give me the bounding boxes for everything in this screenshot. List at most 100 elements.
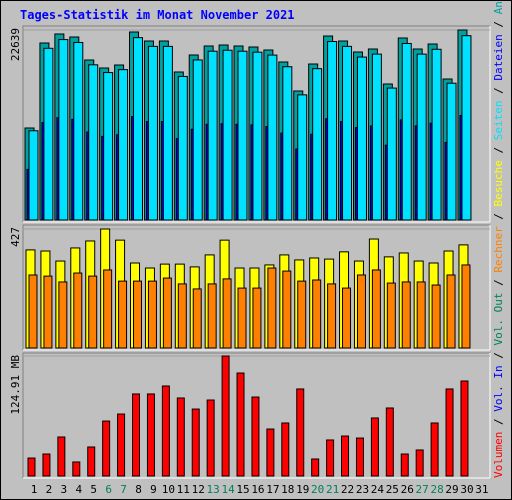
legend-entry: Anfragen <box>492 0 505 14</box>
bar <box>446 274 456 349</box>
bar <box>147 45 158 221</box>
bar <box>177 283 187 349</box>
x-tick-label: 27 <box>416 483 429 496</box>
bar <box>103 269 113 349</box>
bar <box>401 281 411 349</box>
bar <box>297 280 307 349</box>
bar <box>342 45 353 221</box>
bar <box>191 408 200 477</box>
bar <box>28 130 39 221</box>
bar <box>73 272 83 349</box>
bar <box>88 275 98 349</box>
legend-entry: Seiten <box>492 100 505 140</box>
bar <box>58 281 68 349</box>
bar <box>87 446 96 477</box>
legend-separator: / <box>492 273 505 293</box>
bar <box>415 449 424 477</box>
bar <box>356 56 367 221</box>
x-tick-label: 23 <box>356 483 369 496</box>
bar <box>355 437 364 477</box>
bar <box>266 428 275 477</box>
bar <box>252 287 262 349</box>
x-tick-label: 22 <box>341 483 354 496</box>
x-tick-label: 16 <box>251 483 264 496</box>
bar <box>296 388 305 477</box>
bar <box>416 53 427 221</box>
x-tick-label: 31 <box>475 483 488 496</box>
y-tick-label: 124.91 MB <box>9 355 22 415</box>
bar <box>370 417 379 477</box>
x-tick-label: 21 <box>326 483 339 496</box>
bar <box>282 270 292 349</box>
legend-entry: Volumen <box>492 432 505 478</box>
bar <box>117 413 126 477</box>
bar <box>400 453 409 477</box>
bar <box>133 37 144 221</box>
x-tick-label: 2 <box>46 483 53 496</box>
bar <box>237 50 248 221</box>
x-tick-label: 17 <box>266 483 279 496</box>
bar <box>267 267 277 349</box>
bar <box>461 35 472 221</box>
bar <box>460 380 469 477</box>
legend-entry: Vol. Out <box>492 293 505 346</box>
bar <box>207 283 217 349</box>
bar <box>221 355 230 477</box>
x-tick-label: 7 <box>120 483 127 496</box>
bar <box>341 435 350 477</box>
legend-entry: Vol. In <box>492 365 505 411</box>
x-tick-label: 8 <box>135 483 142 496</box>
bar <box>118 69 129 221</box>
bar <box>118 280 128 349</box>
x-tick-label: 18 <box>281 483 294 496</box>
legend-separator: / <box>492 346 505 366</box>
legend-entry: Besuche <box>492 160 505 206</box>
bar <box>312 279 322 349</box>
bar <box>251 396 260 477</box>
legend-separator: / <box>492 206 505 226</box>
bar <box>416 281 426 349</box>
bar <box>431 284 441 349</box>
bar <box>57 436 66 477</box>
x-tick-label: 28 <box>430 483 443 496</box>
x-tick-label: 14 <box>221 483 235 496</box>
bar <box>371 53 382 221</box>
x-tick-label: 12 <box>192 483 205 496</box>
bar <box>236 372 245 477</box>
bar <box>326 439 335 477</box>
bar <box>88 64 99 221</box>
bar <box>386 87 397 221</box>
bar <box>342 287 352 349</box>
bar <box>297 94 308 221</box>
x-tick-label: 9 <box>150 483 157 496</box>
legend-separator: / <box>492 140 505 160</box>
x-tick-label: 24 <box>371 483 385 496</box>
bar <box>312 68 323 221</box>
y-tick-label: 22639 <box>9 28 22 61</box>
bar <box>327 283 337 349</box>
bar <box>207 50 218 221</box>
bar <box>146 393 155 477</box>
bar <box>327 41 338 221</box>
bar <box>252 51 263 221</box>
bar <box>162 277 172 349</box>
chart-title: Tages-Statistik im Monat November 2021 <box>20 8 295 22</box>
bar <box>401 42 412 221</box>
x-tick-label: 1 <box>31 483 38 496</box>
x-tick-label: 11 <box>177 483 190 496</box>
bar <box>177 75 188 221</box>
legend: Volumen / Vol. In / Vol. Out / Rechner /… <box>492 0 505 478</box>
bar <box>43 47 54 221</box>
bar <box>222 49 233 221</box>
bar <box>356 274 366 349</box>
bar <box>267 54 278 221</box>
legend-entry: Dateien <box>492 34 505 80</box>
x-tick-label: 4 <box>75 483 82 496</box>
bar <box>147 280 157 349</box>
bar <box>27 457 36 477</box>
bar <box>237 287 247 349</box>
bar <box>42 453 51 477</box>
bar <box>386 282 396 349</box>
bar <box>461 264 471 349</box>
